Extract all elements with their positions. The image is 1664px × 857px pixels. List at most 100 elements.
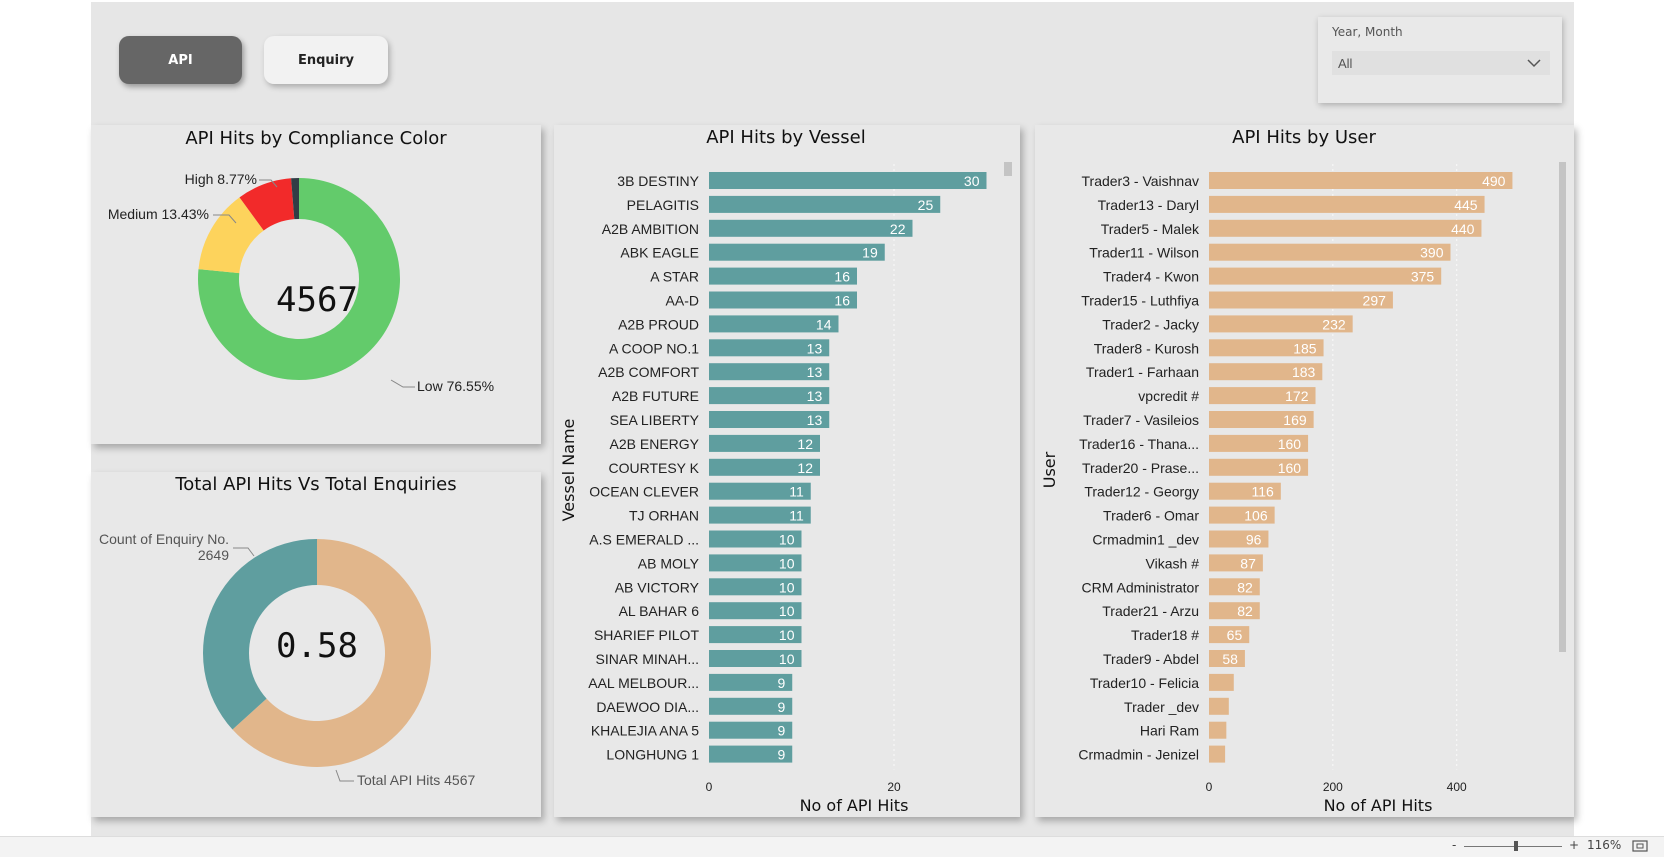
- bar[interactable]: [709, 219, 913, 237]
- bar[interactable]: [709, 387, 830, 405]
- bar[interactable]: [1209, 578, 1260, 596]
- bar[interactable]: [1209, 172, 1513, 189]
- category-label: Trader3 - Vaishnav: [1082, 173, 1200, 189]
- bar[interactable]: [1209, 387, 1316, 405]
- bar[interactable]: [1209, 530, 1269, 548]
- slicer-dropdown[interactable]: All: [1332, 51, 1550, 75]
- zoom-slider[interactable]: [1464, 846, 1562, 847]
- data-label: 9: [777, 675, 785, 691]
- scrollbar-thumb[interactable]: [1004, 162, 1012, 176]
- category-label: Crmadmin1 _dev: [1092, 532, 1199, 548]
- data-label: 10: [779, 555, 795, 571]
- bar[interactable]: [1209, 339, 1324, 357]
- api-leader-line: [335, 769, 354, 782]
- year-month-slicer: Year, Month All: [1318, 17, 1562, 103]
- low-slice[interactable]: [198, 178, 400, 380]
- bar[interactable]: [1209, 602, 1260, 620]
- bar[interactable]: [709, 602, 802, 620]
- bar[interactable]: [1209, 458, 1309, 476]
- y-axis-label: Vessel Name: [559, 419, 578, 522]
- bar[interactable]: [1209, 434, 1309, 452]
- enquiry-slice[interactable]: [203, 539, 317, 730]
- category-label: Trader12 - Georgy: [1084, 484, 1199, 500]
- bar[interactable]: [709, 458, 820, 476]
- enquiry-button[interactable]: Enquiry: [264, 36, 388, 84]
- bar[interactable]: [709, 721, 793, 739]
- bar[interactable]: [1209, 411, 1314, 428]
- medium-label: Medium 13.43%: [108, 206, 209, 222]
- medium-leader-line: [213, 214, 237, 224]
- data-label: 12: [797, 436, 813, 452]
- data-label: 183: [1292, 364, 1316, 380]
- bar[interactable]: [709, 339, 830, 357]
- bar[interactable]: [1209, 482, 1281, 500]
- bar[interactable]: [1209, 267, 1442, 285]
- bar[interactable]: [709, 315, 839, 333]
- low-label: Low 76.55%: [417, 378, 494, 394]
- scrollbar-thumb[interactable]: [1559, 162, 1566, 652]
- bar[interactable]: [1209, 219, 1482, 237]
- bar[interactable]: [709, 578, 802, 596]
- bar[interactable]: [1209, 506, 1275, 524]
- high-leader-line: [259, 179, 278, 188]
- bar[interactable]: [1209, 315, 1353, 333]
- bar[interactable]: [709, 363, 830, 381]
- bar[interactable]: [709, 626, 802, 644]
- other-slice[interactable]: [291, 178, 299, 220]
- data-label: 16: [834, 293, 850, 309]
- data-label: 14: [816, 316, 832, 332]
- bar[interactable]: [1209, 721, 1227, 739]
- bar[interactable]: [709, 411, 830, 428]
- data-label: 96: [1246, 532, 1262, 548]
- category-label: Trader18 #: [1131, 627, 1199, 643]
- data-label: 9: [777, 699, 785, 715]
- bar[interactable]: [709, 482, 811, 500]
- zoom-slider-handle[interactable]: [1514, 841, 1518, 851]
- category-label: AB VICTORY: [615, 579, 700, 595]
- bar[interactable]: [709, 673, 793, 691]
- chart-title: API Hits by Vessel: [706, 127, 866, 148]
- bar[interactable]: [709, 267, 857, 285]
- bar[interactable]: [1209, 291, 1393, 309]
- api-hits-slice[interactable]: [232, 539, 432, 767]
- compliance-donut[interactable]: [198, 178, 400, 380]
- bar[interactable]: [1209, 650, 1245, 667]
- bar[interactable]: [1209, 243, 1451, 261]
- category-label: AA-D: [666, 293, 699, 309]
- bar[interactable]: [709, 650, 802, 667]
- bar[interactable]: [709, 434, 820, 452]
- bar[interactable]: [1209, 673, 1234, 691]
- bar[interactable]: [709, 506, 811, 524]
- zoom-in-button[interactable]: +: [1569, 838, 1580, 852]
- bar[interactable]: [1209, 554, 1263, 572]
- bar[interactable]: [709, 697, 793, 715]
- category-label: SHARIEF PILOT: [594, 627, 699, 643]
- bar[interactable]: [709, 172, 987, 189]
- tick-label: 0: [1206, 780, 1213, 794]
- totals-donut[interactable]: [203, 539, 432, 767]
- category-label: Trader11 - Wilson: [1089, 245, 1199, 261]
- compliance-panel: API Hits by Compliance Color 4567 High 8…: [91, 125, 541, 444]
- fit-to-page-icon[interactable]: [1632, 840, 1648, 852]
- bar[interactable]: [1209, 745, 1226, 763]
- bar[interactable]: [709, 243, 885, 261]
- bar[interactable]: [1209, 626, 1250, 644]
- category-label: COURTESY K: [608, 460, 699, 476]
- category-label: A COOP NO.1: [609, 340, 699, 356]
- bar[interactable]: [709, 554, 802, 572]
- high-slice[interactable]: [239, 178, 295, 231]
- category-label: AB MOLY: [638, 555, 700, 571]
- bar[interactable]: [709, 745, 793, 763]
- bar[interactable]: [1209, 697, 1229, 715]
- data-label: 9: [777, 747, 785, 763]
- api-button[interactable]: API: [119, 36, 242, 84]
- vessel-chart: API Hits by Vessel 3B DESTINY 30 PELAGITIS 2…: [559, 127, 1012, 815]
- bar[interactable]: [1209, 195, 1485, 213]
- bar[interactable]: [709, 530, 802, 548]
- bar[interactable]: [1209, 363, 1323, 381]
- zoom-out-button[interactable]: -: [1452, 838, 1457, 852]
- bar[interactable]: [709, 195, 941, 213]
- category-label: A2B FUTURE: [612, 388, 699, 404]
- medium-slice[interactable]: [198, 197, 264, 274]
- bar[interactable]: [709, 291, 857, 309]
